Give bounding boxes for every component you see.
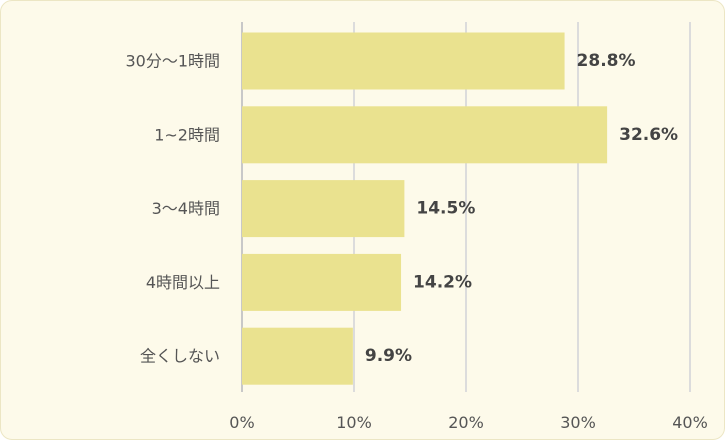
bar-1 — [242, 106, 608, 164]
value-label-4: 9.9% — [365, 346, 412, 366]
category-label-1: 1~2時間 — [154, 125, 220, 144]
x-tick-label-20: 20% — [448, 413, 484, 432]
value-label-2: 14.5% — [416, 199, 475, 219]
value-label-1: 32.6% — [619, 125, 678, 145]
bar-2 — [242, 180, 405, 238]
value-label-3: 14.2% — [413, 272, 472, 292]
value-label-0: 28.8% — [577, 51, 636, 71]
category-label-4: 全くしない — [140, 347, 220, 366]
x-tick-label-40: 40% — [672, 413, 708, 432]
category-label-0: 30分〜1時間 — [125, 52, 220, 71]
bars — [242, 32, 608, 385]
category-label-2: 3〜4時間 — [152, 199, 220, 218]
bar-3 — [242, 253, 402, 311]
x-tick-label-30: 30% — [560, 413, 596, 432]
bar-4 — [242, 327, 353, 385]
x-tick-labels: 0% 10% 20% 30% 40% — [229, 413, 707, 432]
category-label-3: 4時間以上 — [146, 273, 220, 292]
x-tick-label-10: 10% — [336, 413, 372, 432]
x-tick-label-0: 0% — [229, 413, 254, 432]
value-labels: 28.8% 32.6% 14.5% 14.2% 9.9% — [365, 51, 678, 366]
bar-0 — [242, 32, 565, 90]
